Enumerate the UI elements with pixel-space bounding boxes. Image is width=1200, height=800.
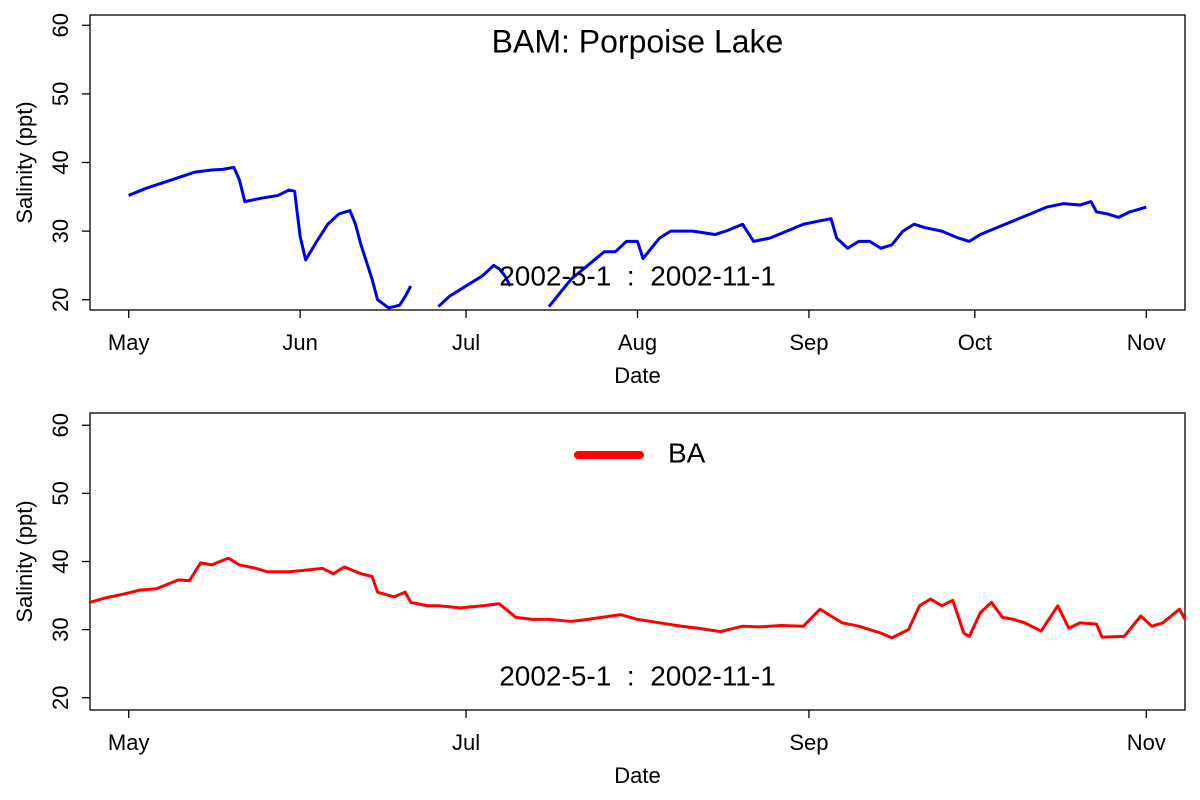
x-tick-label: May: [108, 330, 150, 355]
y-tick-label: 50: [48, 82, 73, 106]
x-tick-label: Jul: [452, 730, 480, 755]
y-tick-label: 60: [48, 413, 73, 437]
x-tick-label: Jun: [282, 330, 317, 355]
y-tick-label: 30: [48, 617, 73, 641]
y-tick-label: 30: [48, 219, 73, 243]
chart-title: BAM: Porpoise Lake: [492, 23, 784, 59]
y-tick-label: 20: [48, 287, 73, 311]
y-tick-label: 40: [48, 549, 73, 573]
x-axis-label: Date: [614, 763, 660, 788]
x-tick-label: Jul: [452, 330, 480, 355]
y-tick-label: 20: [48, 685, 73, 709]
x-tick-label: Aug: [618, 330, 657, 355]
y-tick-label: 60: [48, 13, 73, 37]
x-tick-label: May: [108, 730, 150, 755]
legend-label: BA: [668, 437, 706, 468]
y-tick-label: 40: [48, 150, 73, 174]
x-tick-label: Nov: [1127, 730, 1166, 755]
annotation: 2002-5-1 : 2002-11-1: [499, 260, 776, 291]
annotation: 2002-5-1 : 2002-11-1: [499, 660, 776, 691]
series-line: [128, 165, 1147, 310]
series-line: [90, 556, 1185, 640]
x-tick-label: Nov: [1127, 330, 1166, 355]
x-tick-label: Sep: [789, 730, 828, 755]
y-tick-label: 50: [48, 481, 73, 505]
x-tick-label: Sep: [789, 330, 828, 355]
y-axis-label: Salinity (ppt): [12, 500, 37, 622]
x-tick-label: Oct: [958, 330, 992, 355]
y-axis-label: Salinity (ppt): [12, 101, 37, 223]
x-axis-label: Date: [614, 363, 660, 388]
